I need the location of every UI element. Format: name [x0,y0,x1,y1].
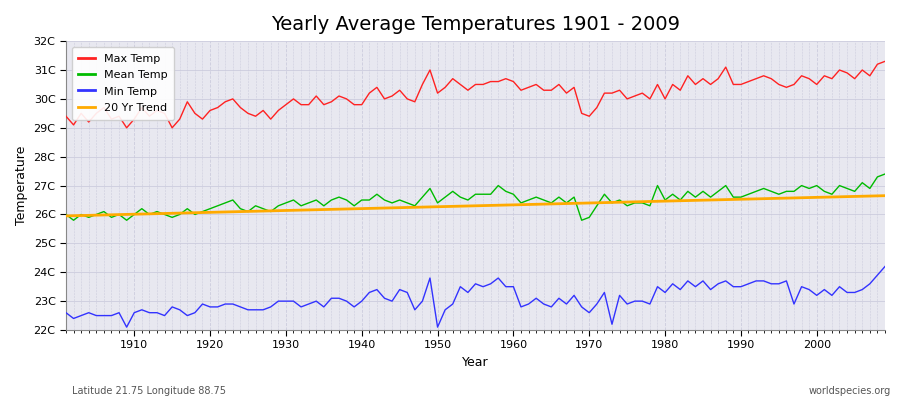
Text: worldspecies.org: worldspecies.org [809,386,891,396]
Text: Latitude 21.75 Longitude 88.75: Latitude 21.75 Longitude 88.75 [72,386,226,396]
Title: Yearly Average Temperatures 1901 - 2009: Yearly Average Temperatures 1901 - 2009 [271,15,680,34]
Legend: Max Temp, Mean Temp, Min Temp, 20 Yr Trend: Max Temp, Mean Temp, Min Temp, 20 Yr Tre… [71,47,174,120]
X-axis label: Year: Year [463,356,489,369]
Y-axis label: Temperature: Temperature [15,146,28,225]
